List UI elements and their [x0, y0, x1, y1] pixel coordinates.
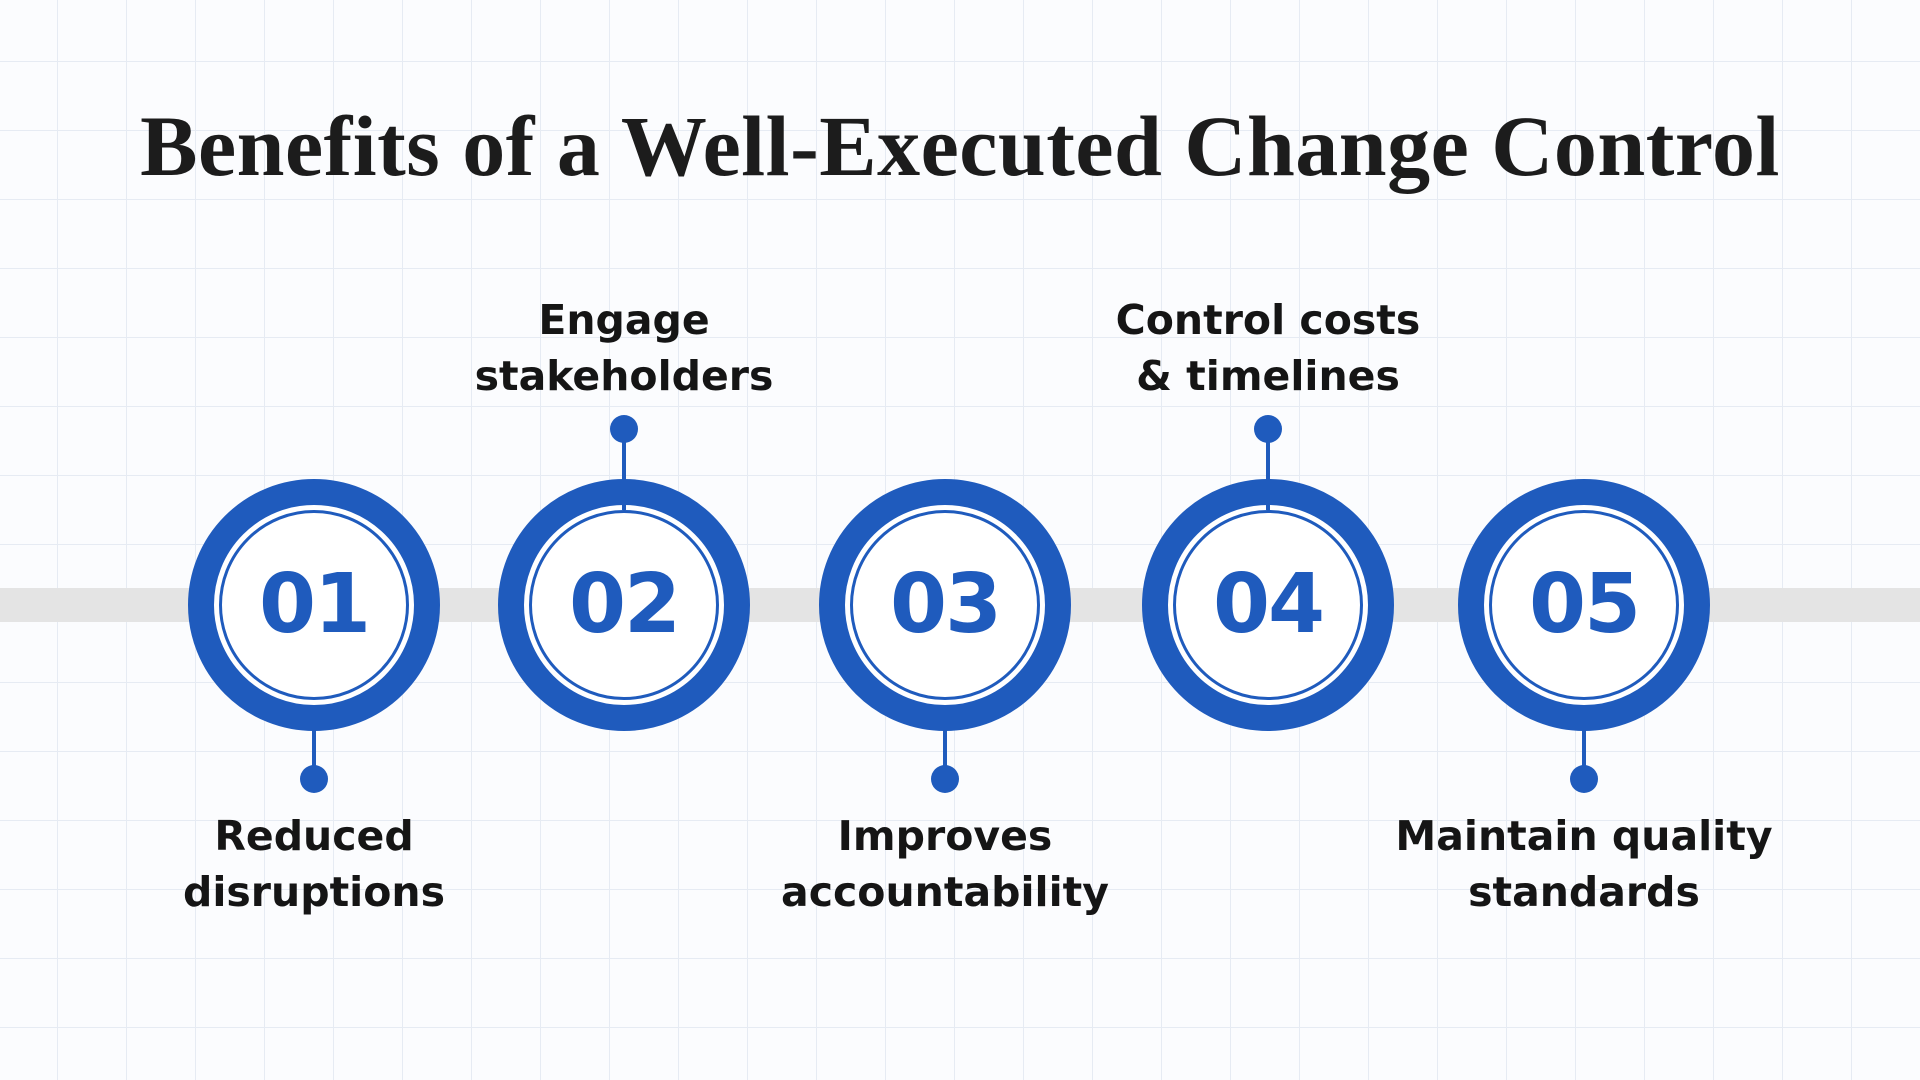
connector-line — [312, 700, 316, 780]
step-label: Improves accountability — [781, 812, 1109, 916]
step-inner-ring — [850, 510, 1040, 700]
step-number: 05 — [1528, 557, 1641, 652]
connector-dot — [1570, 765, 1598, 793]
step-number: 04 — [1212, 557, 1325, 652]
connector-line — [1266, 430, 1270, 510]
step-number: 02 — [568, 557, 681, 652]
step-inner-ring — [529, 510, 719, 700]
connector-line — [1582, 700, 1586, 780]
connector-line-inner — [1266, 479, 1270, 510]
step-number: 01 — [258, 557, 371, 652]
connector-dot — [300, 765, 328, 793]
step-label: Maintain quality standards — [1395, 812, 1773, 916]
connector-line — [622, 430, 626, 510]
page-title: Benefits of a Well-Executed Change Contr… — [140, 98, 1780, 194]
step-inner-ring — [1489, 510, 1679, 700]
step-label: Engage stakeholders — [474, 296, 774, 400]
step-inner-ring — [219, 510, 409, 700]
step-inner-ring — [1173, 510, 1363, 700]
connector-dot — [1254, 415, 1282, 443]
connector-dot — [610, 415, 638, 443]
step-number: 03 — [889, 557, 1002, 652]
step-label: Reduced disruptions — [183, 812, 445, 916]
connector-dot — [931, 765, 959, 793]
connector-line-inner — [622, 479, 626, 510]
connector-line — [943, 700, 947, 780]
step-label: Control costs & timelines — [1115, 296, 1421, 400]
